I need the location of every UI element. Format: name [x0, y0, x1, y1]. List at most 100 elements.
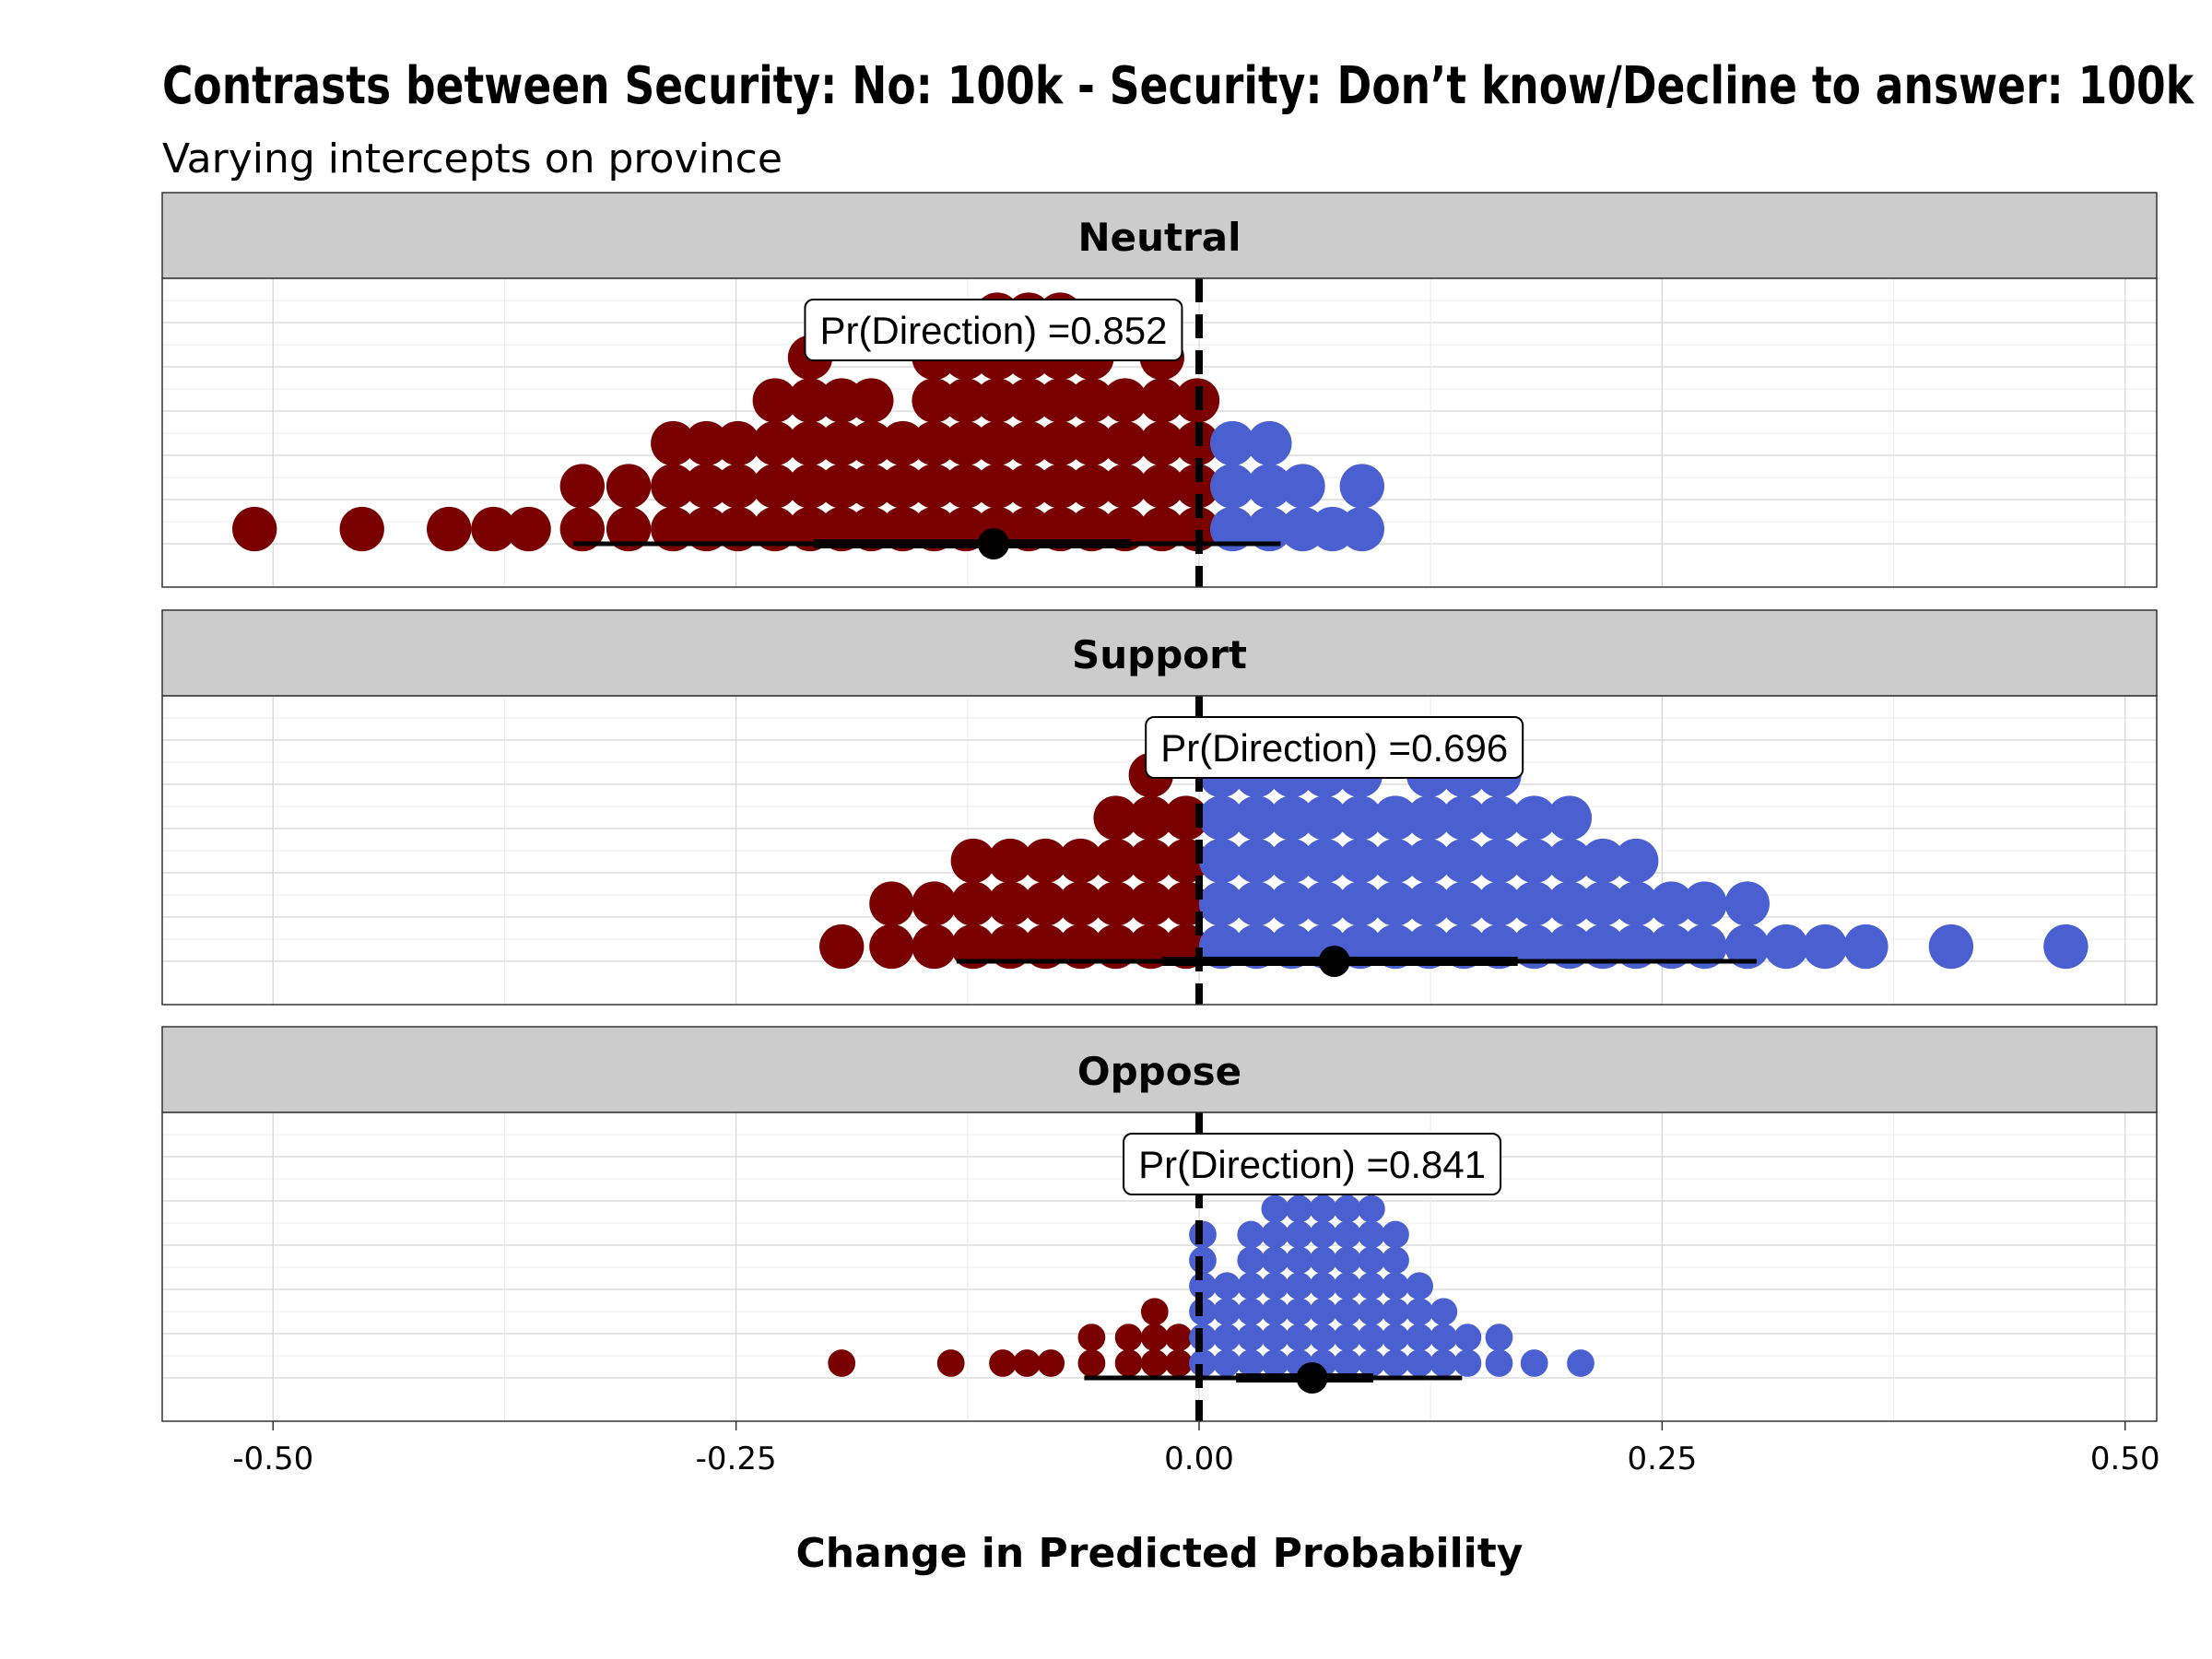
posterior-dot — [1567, 1349, 1594, 1377]
posterior-dot — [1023, 838, 1068, 884]
posterior-dot — [1261, 1298, 1289, 1326]
posterior-dot — [1547, 795, 1593, 841]
posterior-dot — [1285, 1272, 1313, 1300]
posterior-dot — [1547, 881, 1593, 926]
posterior-dot — [1247, 464, 1292, 509]
posterior-dot — [1285, 1298, 1313, 1326]
posterior-dot — [1234, 881, 1279, 926]
posterior-dot — [1093, 924, 1138, 970]
posterior-dot — [1309, 1298, 1337, 1326]
posterior-dot — [1382, 1272, 1409, 1300]
posterior-dot — [1247, 506, 1292, 552]
posterior-dot — [1093, 795, 1138, 841]
posterior-dot — [1358, 1220, 1385, 1249]
chart-subtitle: Varying intercepts on province — [162, 135, 782, 182]
posterior-dot — [1406, 881, 1452, 926]
posterior-dot — [1547, 838, 1593, 884]
posterior-dot — [1213, 1349, 1241, 1377]
posterior-dot — [1614, 838, 1659, 884]
posterior-dot — [869, 924, 914, 970]
posterior-dot — [1140, 1324, 1169, 1351]
posterior-dot — [1165, 1324, 1193, 1351]
posterior-dot — [1309, 1194, 1337, 1223]
posterior-dot — [1037, 1349, 1065, 1377]
posterior-dot — [912, 420, 957, 466]
posterior-dot — [1140, 1349, 1169, 1377]
x-tick-label: 0.00 — [1164, 1441, 1234, 1477]
posterior-dot — [1234, 838, 1279, 884]
facet-panel-oppose: Oppose Pr(Direction) =0.841 — [161, 1026, 2158, 1422]
posterior-dot — [606, 506, 652, 552]
posterior-dot — [1520, 1349, 1548, 1377]
facet-strip-label: Oppose — [1077, 1049, 1241, 1094]
posterior-dot — [1477, 838, 1522, 884]
posterior-dot — [752, 464, 797, 509]
posterior-dot — [936, 1349, 965, 1377]
panel-border — [161, 1112, 2158, 1422]
posterior-dot — [606, 464, 652, 509]
posterior-dot — [1261, 1220, 1289, 1249]
pr-direction-label: Pr(Direction) =0.696 — [1145, 716, 1524, 779]
pr-direction-box — [804, 299, 1183, 361]
posterior-dot — [1682, 924, 1727, 970]
posterior-dot — [1069, 378, 1114, 423]
posterior-dot — [715, 464, 760, 509]
posterior-dot — [1128, 795, 1173, 841]
pr-direction-text: Pr(Direction) =0.841 — [1138, 1143, 1486, 1186]
posterior-dot — [1174, 506, 1220, 552]
posterior-dot — [1382, 1220, 1409, 1249]
posterior-dot — [1102, 464, 1147, 509]
posterior-dot — [1649, 924, 1694, 970]
posterior-dot — [1547, 924, 1593, 970]
posterior-dot — [1269, 881, 1314, 926]
posterior-dot — [819, 924, 865, 970]
posterior-dot — [1406, 1324, 1433, 1351]
chart-title: Contrasts between Security: No: 100k - S… — [162, 56, 2194, 116]
posterior-dot — [1247, 420, 1292, 466]
posterior-dot — [1210, 420, 1255, 466]
posterior-dot — [1198, 838, 1244, 884]
posterior-dot — [1285, 1220, 1313, 1249]
posterior-dot — [715, 506, 760, 552]
posterior-dot — [1213, 1298, 1241, 1326]
posterior-dot — [2043, 924, 2088, 970]
posterior-dot — [1724, 881, 1770, 926]
posterior-dot — [1261, 1246, 1289, 1275]
posterior-dot — [1302, 838, 1347, 884]
posterior-dot — [1237, 1298, 1265, 1326]
posterior-dot — [987, 924, 1033, 970]
posterior-dot — [1333, 1194, 1361, 1223]
posterior-dot — [1649, 881, 1694, 926]
posterior-dot — [684, 506, 729, 552]
posterior-dot — [1165, 1349, 1193, 1377]
x-axis-label: Change in Predicted Probability — [796, 1530, 1524, 1577]
facet-panel-support: Support Pr(Direction) =0.696 — [161, 609, 2158, 1006]
posterior-dot — [787, 420, 833, 466]
panel-border — [161, 277, 2158, 588]
facet-strip-label: Support — [1072, 632, 1247, 677]
posterior-dot — [1261, 1194, 1289, 1223]
posterior-dot — [1093, 881, 1138, 926]
posterior-dot — [1139, 378, 1184, 423]
posterior-dot — [1614, 924, 1659, 970]
posterior-dot — [1441, 881, 1487, 926]
posterior-dot — [1302, 795, 1347, 841]
posterior-dot — [1358, 1324, 1385, 1351]
posterior-dot — [787, 464, 833, 509]
posterior-dot — [1261, 1349, 1289, 1377]
posterior-dot — [1430, 1324, 1458, 1351]
posterior-dot — [1512, 881, 1557, 926]
pr-direction-box — [1145, 716, 1524, 779]
posterior-dot — [1339, 464, 1384, 509]
posterior-dot — [1058, 881, 1103, 926]
x-tick-label: 0.25 — [1628, 1441, 1698, 1477]
posterior-dot — [1261, 1324, 1289, 1351]
posterior-dot — [950, 881, 995, 926]
posterior-dot — [1682, 881, 1727, 926]
pr-direction-label: Pr(Direction) =0.852 — [804, 299, 1183, 361]
posterior-dot — [943, 420, 988, 466]
posterior-dot — [651, 464, 696, 509]
posterior-dot — [1441, 838, 1487, 884]
posterior-dot — [1210, 506, 1255, 552]
